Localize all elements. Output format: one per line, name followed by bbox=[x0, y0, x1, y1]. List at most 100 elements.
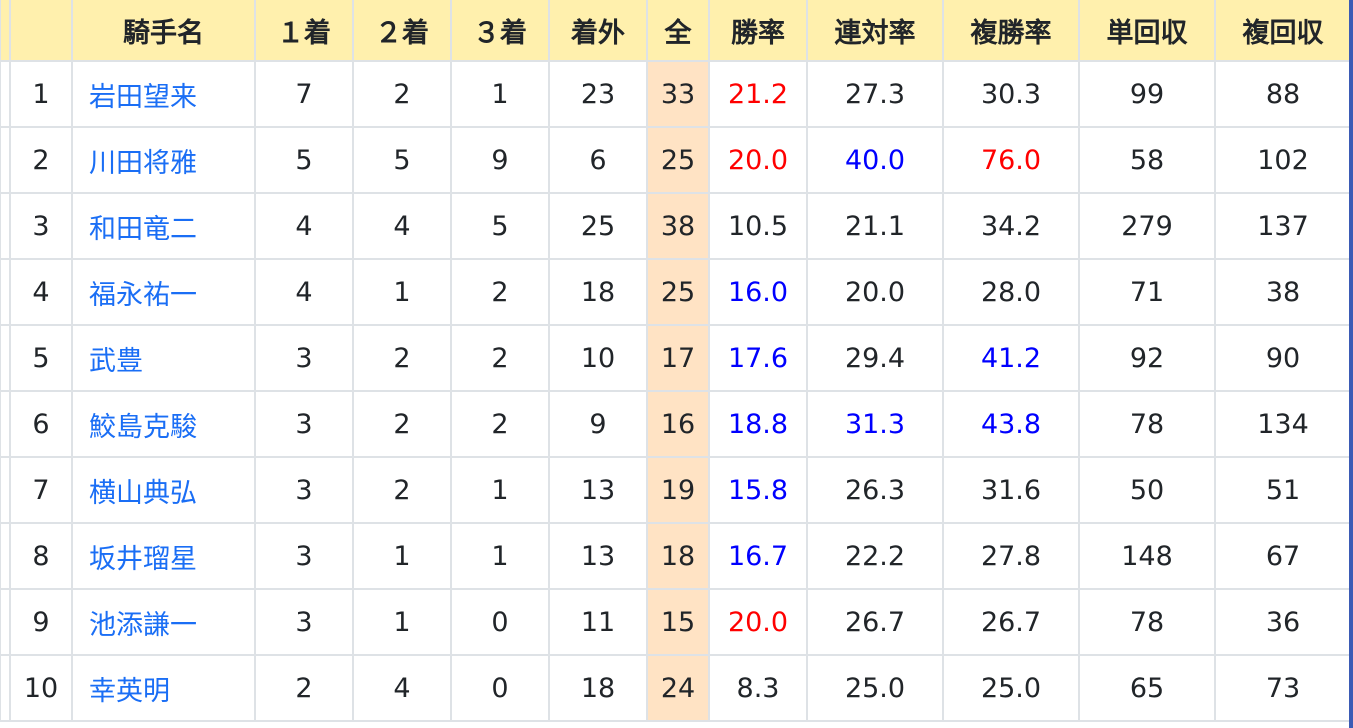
cell-w2: 1 bbox=[352, 522, 452, 590]
jockey-link[interactable]: 川田将雅 bbox=[89, 147, 197, 179]
table-row: 5 武豊 3 2 2 10 17 17.6 29.4 41.2 92 90 bbox=[0, 324, 1352, 392]
cell-ren: 27.3 bbox=[806, 60, 944, 128]
cell-name: 岩田望来 bbox=[71, 60, 256, 128]
row-edge bbox=[0, 60, 11, 128]
cell-name: 坂井瑠星 bbox=[71, 522, 256, 590]
cell-fuku: 27.8 bbox=[942, 522, 1080, 590]
cell-w2: 2 bbox=[352, 456, 452, 524]
cell-fuku: 43.8 bbox=[942, 390, 1080, 458]
cell-tan: 50 bbox=[1078, 456, 1216, 524]
cell-rank: 9 bbox=[9, 588, 73, 656]
jockey-link[interactable]: 坂井瑠星 bbox=[89, 543, 197, 575]
cell-tan: 71 bbox=[1078, 258, 1216, 326]
cell-rank: 3 bbox=[9, 192, 73, 260]
header-unplaced[interactable]: 着外 bbox=[548, 0, 648, 62]
cell-fret: 90 bbox=[1214, 324, 1352, 392]
cell-ren: 25.0 bbox=[806, 654, 944, 722]
cell-all: 25 bbox=[646, 126, 710, 194]
cell-fret: 51 bbox=[1214, 456, 1352, 524]
cell-all: 17 bbox=[646, 324, 710, 392]
jockey-link[interactable]: 岩田望来 bbox=[89, 81, 197, 113]
cell-win: 15.8 bbox=[708, 456, 808, 524]
cell-ren: 31.3 bbox=[806, 390, 944, 458]
cell-out: 18 bbox=[548, 258, 648, 326]
cell-out: 13 bbox=[548, 456, 648, 524]
cell-w3: 1 bbox=[450, 522, 550, 590]
header-third[interactable]: ３着 bbox=[450, 0, 550, 62]
cell-w1: 3 bbox=[254, 456, 354, 524]
cell-rank: 6 bbox=[9, 390, 73, 458]
cell-name: 鮫島克駿 bbox=[71, 390, 256, 458]
header-win-return[interactable]: 単回収 bbox=[1078, 0, 1216, 62]
cell-out: 25 bbox=[548, 192, 648, 260]
cell-ren: 22.2 bbox=[806, 522, 944, 590]
cell-fret: 88 bbox=[1214, 60, 1352, 128]
row-edge bbox=[0, 390, 11, 458]
jockey-link[interactable]: 池添謙一 bbox=[89, 609, 197, 641]
cell-win: 21.2 bbox=[708, 60, 808, 128]
jockey-link[interactable]: 横山典弘 bbox=[89, 477, 197, 509]
header-place-rate[interactable]: 複勝率 bbox=[942, 0, 1080, 62]
row-edge bbox=[0, 192, 11, 260]
header-place-return[interactable]: 複回収 bbox=[1214, 0, 1352, 62]
cell-name: 武豊 bbox=[71, 324, 256, 392]
jockey-link[interactable]: 武豊 bbox=[89, 345, 143, 377]
header-second[interactable]: ２着 bbox=[352, 0, 452, 62]
table-row: 9 池添謙一 3 1 0 11 15 20.0 26.7 26.7 78 36 bbox=[0, 588, 1352, 656]
cell-name: 川田将雅 bbox=[71, 126, 256, 194]
cell-w2: 1 bbox=[352, 258, 452, 326]
cell-tan: 78 bbox=[1078, 390, 1216, 458]
cell-w1: 3 bbox=[254, 588, 354, 656]
cell-fuku: 41.2 bbox=[942, 324, 1080, 392]
header-rank[interactable] bbox=[9, 0, 73, 62]
scrollbar-edge bbox=[1349, 0, 1353, 728]
jockey-link[interactable]: 和田竜二 bbox=[89, 213, 197, 245]
table-row: 10 幸英明 2 4 0 18 24 8.3 25.0 25.0 65 73 bbox=[0, 654, 1352, 722]
cell-all: 19 bbox=[646, 456, 710, 524]
cell-tan: 92 bbox=[1078, 324, 1216, 392]
cell-rank: 7 bbox=[9, 456, 73, 524]
cell-ren: 40.0 bbox=[806, 126, 944, 194]
cell-tan: 148 bbox=[1078, 522, 1216, 590]
cell-all: 24 bbox=[646, 654, 710, 722]
header-quinella-rate[interactable]: 連対率 bbox=[806, 0, 944, 62]
cell-name: 横山典弘 bbox=[71, 456, 256, 524]
header-win-rate[interactable]: 勝率 bbox=[708, 0, 808, 62]
cell-rank: 2 bbox=[9, 126, 73, 194]
cell-w3: 0 bbox=[450, 654, 550, 722]
cell-w3: 2 bbox=[450, 390, 550, 458]
cell-all: 18 bbox=[646, 522, 710, 590]
cell-w1: 4 bbox=[254, 192, 354, 260]
cell-w2: 2 bbox=[352, 390, 452, 458]
cell-fret: 137 bbox=[1214, 192, 1352, 260]
cell-fret: 102 bbox=[1214, 126, 1352, 194]
jockey-link[interactable]: 幸英明 bbox=[89, 675, 170, 707]
header-row: 騎手名 １着 ２着 ３着 着外全勝率 連対率 複勝率 単回収 複回収 bbox=[0, 0, 1352, 62]
cell-name: 池添謙一 bbox=[71, 588, 256, 656]
cell-rank: 4 bbox=[9, 258, 73, 326]
row-edge bbox=[0, 324, 11, 392]
jockey-link[interactable]: 福永祐一 bbox=[89, 279, 197, 311]
cell-out: 11 bbox=[548, 588, 648, 656]
cell-w1: 3 bbox=[254, 522, 354, 590]
cell-w1: 3 bbox=[254, 324, 354, 392]
cell-w3: 2 bbox=[450, 324, 550, 392]
row-edge bbox=[0, 258, 11, 326]
header-jockey-name[interactable]: 騎手名 bbox=[71, 0, 256, 62]
cell-out: 9 bbox=[548, 390, 648, 458]
cell-ren: 29.4 bbox=[806, 324, 944, 392]
cell-ren: 20.0 bbox=[806, 258, 944, 326]
cell-win: 10.5 bbox=[708, 192, 808, 260]
cell-rank: 5 bbox=[9, 324, 73, 392]
cell-win: 16.7 bbox=[708, 522, 808, 590]
cell-name: 福永祐一 bbox=[71, 258, 256, 326]
header-first[interactable]: １着 bbox=[254, 0, 354, 62]
table-row: 4 福永祐一 4 1 2 18 25 16.0 20.0 28.0 71 38 bbox=[0, 258, 1352, 326]
jockey-link[interactable]: 鮫島克駿 bbox=[89, 411, 197, 443]
cell-fuku: 76.0 bbox=[942, 126, 1080, 194]
header-total[interactable]: 全 bbox=[646, 0, 710, 62]
cell-tan: 99 bbox=[1078, 60, 1216, 128]
cell-w3: 1 bbox=[450, 456, 550, 524]
cell-fret: 134 bbox=[1214, 390, 1352, 458]
